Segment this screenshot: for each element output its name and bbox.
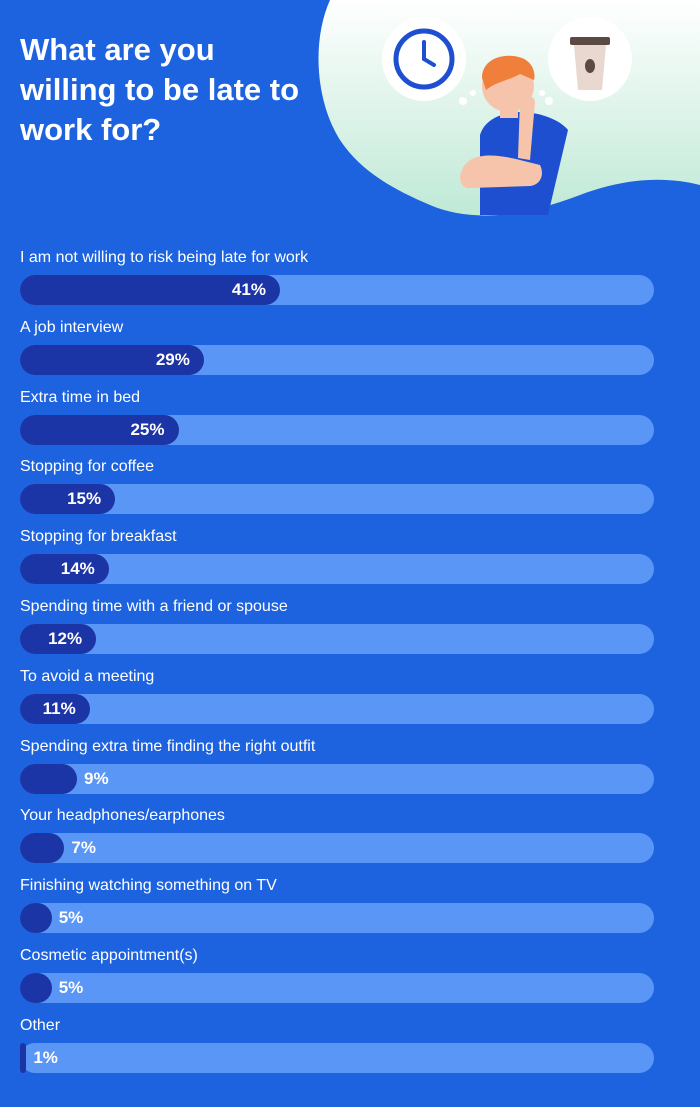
bar-category-label: Extra time in bed <box>20 389 141 406</box>
bar-category-label: Cosmetic appointment(s) <box>20 947 198 964</box>
bar-track: 12% <box>20 624 654 654</box>
bar-fill <box>20 903 52 933</box>
bar-track: 41% <box>20 275 654 305</box>
thought-dot <box>545 97 553 105</box>
bar-value-label: 7% <box>71 838 96 857</box>
bar-value-label: 29% <box>155 350 190 369</box>
bar-category-label: Spending extra time finding the right ou… <box>20 738 316 755</box>
bar-value-label: 5% <box>58 908 84 927</box>
thought-dot <box>459 97 467 105</box>
bar-fill <box>20 1043 27 1073</box>
bar-fill <box>20 345 204 375</box>
bar-value-label: 12% <box>48 629 83 648</box>
bar-value-label: 1% <box>33 1048 58 1067</box>
bar-track: 11% <box>20 694 654 724</box>
bar-category-label: Stopping for breakfast <box>20 528 177 545</box>
bar-track: 25% <box>20 415 654 445</box>
bar-fill <box>20 484 116 514</box>
bar-fill <box>20 554 109 584</box>
bar-track: 15% <box>20 484 654 514</box>
bar-track: 1% <box>20 1043 654 1073</box>
bar-value-label: 15% <box>67 489 102 508</box>
thought-dot <box>539 90 545 96</box>
coffee-cup-icon <box>570 37 610 90</box>
bar-fill <box>20 764 78 794</box>
bar-fill <box>20 973 52 1003</box>
bar-category-label: A job interview <box>20 319 124 336</box>
bar-category-label: To avoid a meeting <box>20 668 155 685</box>
bar-value-label: 41% <box>231 280 266 299</box>
bar-category-label: Finishing watching something on TV <box>20 877 277 894</box>
bar-value-label: 5% <box>58 978 84 997</box>
bar-track: 29% <box>20 345 654 375</box>
bar-value-label: 11% <box>42 699 76 718</box>
bar-track: 14% <box>20 554 654 584</box>
bar-category-label: Spending time with a friend or spouse <box>20 598 288 615</box>
bar-track: 5% <box>20 973 654 1003</box>
bar-category-label: Other <box>20 1017 61 1034</box>
bar-category-label: Stopping for coffee <box>20 458 155 475</box>
bar-fill <box>20 694 90 724</box>
bar-track: 9% <box>20 764 654 794</box>
bar-track: 7% <box>20 833 654 863</box>
thinking-person-figure <box>460 55 568 215</box>
bar-fill <box>20 833 65 863</box>
page-title: What are you willing to be late to work … <box>20 32 299 147</box>
bar-fill <box>20 624 97 654</box>
header-illustration <box>318 0 700 216</box>
clock-icon <box>393 28 455 90</box>
bar-value-label: 14% <box>60 559 95 578</box>
bar-category-label: I am not willing to risk being late for … <box>20 249 309 266</box>
bar-track: 5% <box>20 903 654 933</box>
bar-fill <box>20 275 280 305</box>
bar-category-label: Your headphones/earphones <box>20 807 225 824</box>
bar-fill <box>20 415 179 445</box>
bar-value-label: 25% <box>130 420 165 439</box>
thought-dot <box>470 90 476 96</box>
bar-value-label: 9% <box>84 769 109 788</box>
